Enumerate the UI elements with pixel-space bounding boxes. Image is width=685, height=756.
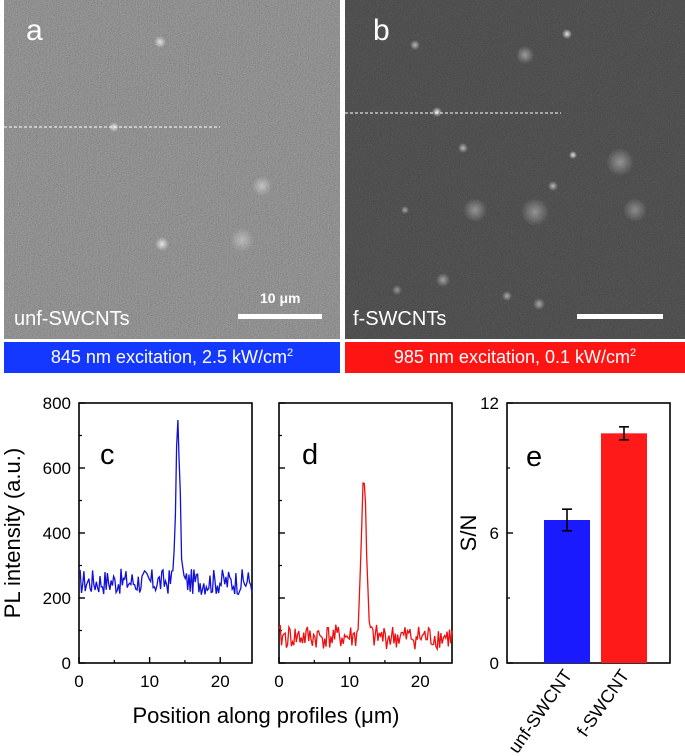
chart-d-xtick-label: 0: [274, 672, 283, 691]
chart-d-xtick-label: 10: [340, 672, 359, 691]
chart-c-ylabel: PL intensity (a.u.): [0, 448, 25, 618]
chart-e-bar-unf-SWCNT: [544, 520, 590, 663]
micrograph-b: b f-SWCNTs: [345, 0, 685, 339]
excitation-banner-b: 985 nm excitation, 0.1 kW/cm2: [345, 342, 685, 373]
micrograph-a: a unf-SWCNTs 10 μm: [4, 0, 340, 339]
scale-bar-a: [238, 314, 322, 319]
chart-d: 0 10 20 d: [274, 402, 453, 691]
shared-xlabel: Position along profiles (μm): [132, 703, 399, 728]
scale-bar-b: [577, 314, 663, 319]
chart-c: 0 200 400 600 800 0 10 20 c PL intensity (a.u.…: [0, 394, 253, 691]
micrograph-a-image: [4, 0, 340, 339]
excitation-sup-b: 2: [629, 347, 637, 359]
chart-c-ytick-label: 400: [43, 524, 71, 543]
scale-bar-label: 10 μm: [260, 290, 301, 306]
chart-c-ytick-label: 200: [43, 589, 71, 608]
chart-e-ytick-label: 6: [490, 524, 499, 543]
chart-c-xtick-label: 20: [211, 672, 230, 691]
panel-letter-b: b: [373, 14, 390, 47]
sample-label-f: f-SWCNTs: [353, 308, 447, 330]
excitation-text-b: 985 nm excitation, 0.1 kW/cm: [393, 347, 630, 367]
excitation-sup-a: 2: [286, 347, 294, 359]
chart-c-xtick-label: 0: [74, 672, 83, 691]
chart-e-letter: e: [526, 441, 542, 473]
chart-c-xtick-label: 10: [140, 672, 159, 691]
chart-d-letter: d: [302, 439, 318, 471]
excitation-text-a: 845 nm excitation, 2.5 kW/cm: [50, 347, 287, 367]
chart-c-series-line: [78, 419, 253, 596]
sample-label-unf: unf-SWCNTs: [14, 308, 130, 330]
chart-e-ytick-label: 0: [490, 654, 499, 673]
panel-letter-a: a: [26, 14, 43, 47]
chart-c-ytick-label: 0: [62, 654, 71, 673]
chart-d-xtick-label: 20: [411, 672, 430, 691]
chart-c-ytick-label: 800: [43, 394, 71, 413]
chart-e-ytick-label: 12: [480, 394, 499, 413]
micrograph-b-image: [345, 0, 685, 339]
excitation-banner-a: 845 nm excitation, 2.5 kW/cm2: [4, 342, 340, 373]
chart-e-bar-f-SWCNT: [601, 433, 647, 663]
chart-c-letter: c: [100, 439, 115, 471]
chart-e-category-label: unf-SWCNT: [504, 666, 576, 756]
chart-e-ylabel: S/N: [456, 515, 481, 552]
chart-d-series-line: [278, 482, 453, 652]
chart-e-category-label: f-SWCNT: [573, 666, 634, 741]
chart-c-ytick-label: 600: [43, 459, 71, 478]
